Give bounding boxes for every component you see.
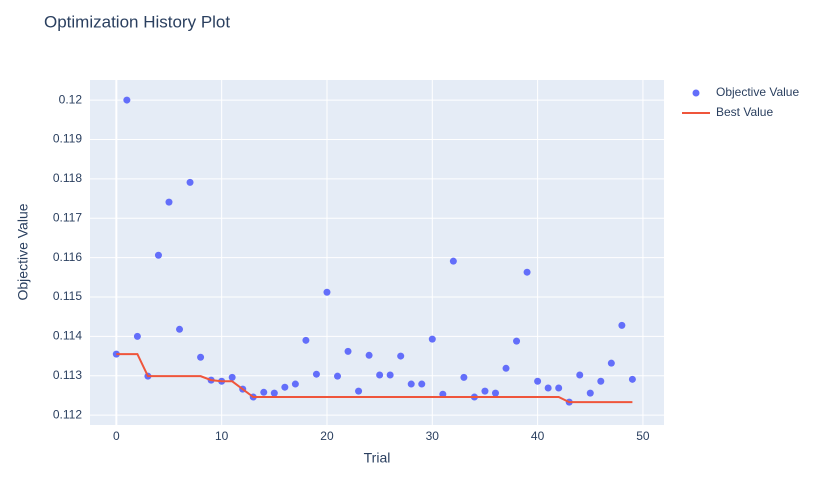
y-tick-label: 0.115 [53,289,82,303]
y-tick-label: 0.113 [53,368,82,382]
data-point [607,359,615,367]
data-point [397,352,405,360]
x-tick-label: 0 [113,429,120,443]
y-axis-title: Objective Value [15,203,31,300]
data-point [133,332,141,340]
data-point [386,371,394,379]
data-point [628,375,636,383]
data-point [523,268,531,276]
legend-label: Objective Value [716,85,799,99]
data-point [291,380,299,388]
y-tick-label: 0.119 [53,132,82,146]
data-point [302,336,310,344]
data-point [197,353,205,361]
data-point [260,388,268,396]
data-point [123,96,131,104]
x-tick-label: 20 [320,429,334,443]
y-tick-label: 0.118 [53,171,82,185]
data-point [186,178,194,186]
x-axis-title: Trial [364,450,391,466]
data-point [281,383,289,391]
data-point [365,351,373,359]
data-point [513,337,521,345]
data-point [449,257,457,265]
x-tick-label: 10 [215,429,229,443]
y-tick-label: 0.112 [53,407,82,421]
data-point [586,389,594,397]
data-point [555,384,563,392]
x-tick-label: 50 [636,429,650,443]
data-point [407,380,415,388]
best-value-line [116,353,633,404]
x-tick-label: 30 [426,429,440,443]
data-point [491,389,499,397]
data-point [228,373,236,381]
data-point [344,347,352,355]
data-point [323,288,331,296]
data-point [418,380,426,388]
y-tick-label: 0.117 [53,210,82,224]
y-tick-label: 0.116 [53,250,82,264]
data-point [355,387,363,395]
data-point [460,373,468,381]
chart-title: Optimization History Plot [44,12,230,31]
data-point [544,384,552,392]
y-tick-label: 0.114 [53,329,82,343]
data-point [534,377,542,385]
data-point [376,371,384,379]
x-tick-label: 40 [531,429,545,443]
data-point [428,335,436,343]
data-point [165,198,173,206]
data-point [270,389,278,397]
legend-label: Best Value [716,105,773,119]
y-tick-label: 0.12 [59,92,83,106]
legend-symbol [692,89,700,97]
data-point [176,325,184,333]
data-point [481,387,489,395]
data-point [618,321,626,329]
data-point [597,377,605,385]
data-point [334,372,342,380]
data-point [502,364,510,372]
data-point [439,390,447,398]
data-point [312,370,320,378]
data-point [154,251,162,259]
plot-area [90,80,664,425]
data-point [576,371,584,379]
